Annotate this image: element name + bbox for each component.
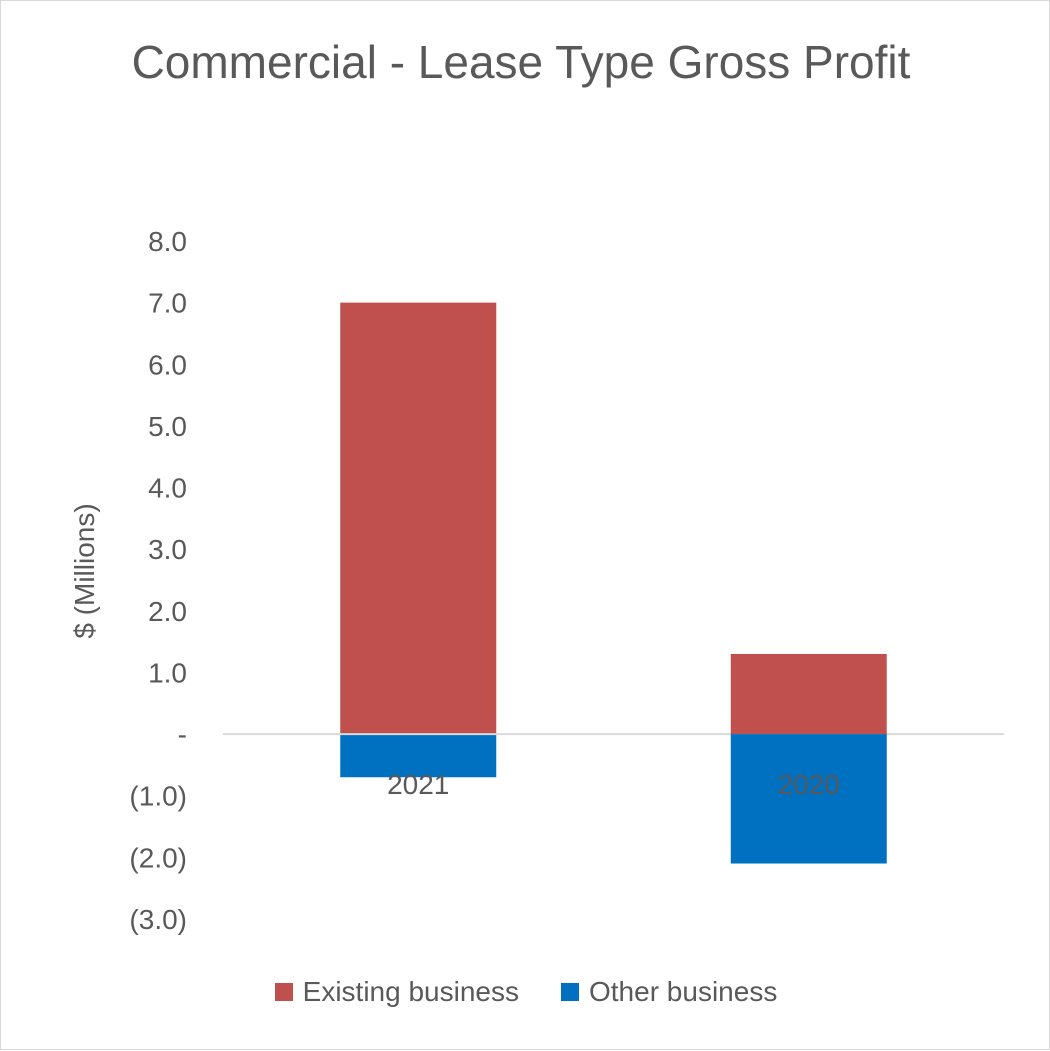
bar-existing-business-2020 bbox=[730, 653, 887, 735]
y-tick-label: (2.0) bbox=[129, 842, 187, 873]
legend-label: Existing business bbox=[302, 976, 519, 1007]
y-tick-label: 7.0 bbox=[148, 288, 187, 319]
y-tick-label: 5.0 bbox=[148, 411, 187, 442]
y-tick-label: - bbox=[178, 719, 187, 750]
bar-other-business-2021 bbox=[340, 734, 497, 778]
x-tick-label: 2020 bbox=[778, 769, 840, 800]
y-tick-label: (3.0) bbox=[129, 904, 187, 935]
y-tick-label: (1.0) bbox=[129, 781, 187, 812]
chart-title: Commercial - Lease Type Gross Profit bbox=[131, 36, 911, 88]
legend: Existing business Other business bbox=[1, 976, 1050, 1008]
legend-item: Other business bbox=[561, 976, 777, 1008]
y-tick-label: 6.0 bbox=[148, 349, 187, 380]
bar-existing-business-2021 bbox=[340, 302, 497, 735]
legend-item: Existing business bbox=[274, 976, 519, 1008]
bar-other-business-2020 bbox=[730, 734, 887, 864]
x-tick-label: 2021 bbox=[387, 769, 449, 800]
y-tick-label: 8.0 bbox=[148, 226, 187, 257]
legend-label: Other business bbox=[589, 976, 778, 1007]
legend-swatch bbox=[274, 983, 293, 1001]
y-tick-label: 1.0 bbox=[148, 657, 187, 688]
y-tick-label: 3.0 bbox=[148, 534, 187, 565]
y-tick-label: 4.0 bbox=[148, 473, 187, 504]
y-tick-label: 2.0 bbox=[148, 596, 187, 627]
legend-swatch bbox=[561, 983, 579, 1001]
